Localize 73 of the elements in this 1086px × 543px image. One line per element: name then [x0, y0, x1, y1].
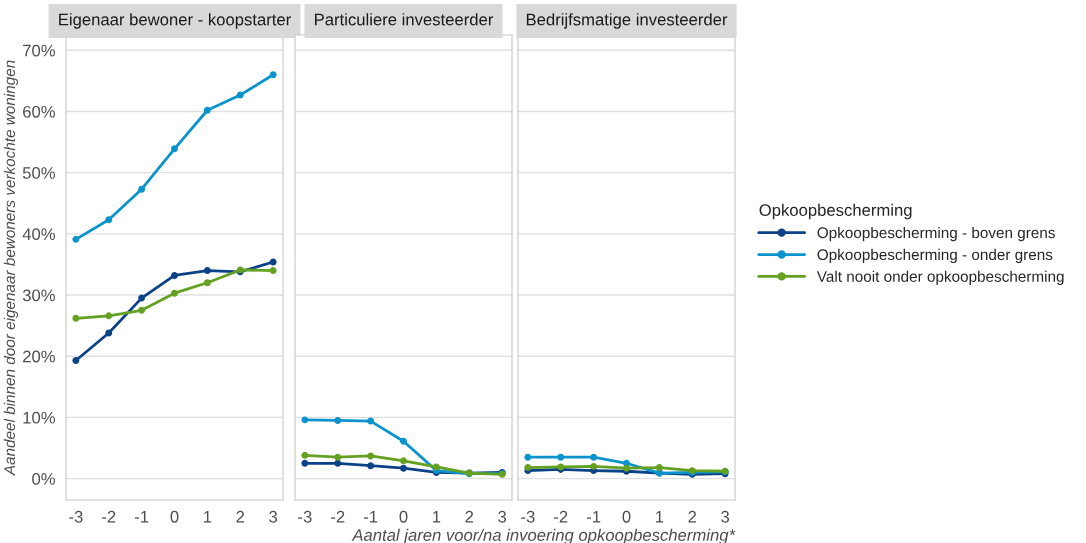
point: [236, 91, 244, 99]
point: [432, 463, 440, 471]
x-tick-label: -1: [586, 511, 601, 523]
chart-title: Bedrijfsmatige investeerder: [526, 13, 728, 29]
point: [203, 267, 211, 275]
point: [203, 106, 211, 114]
point: [400, 464, 407, 472]
point: [334, 453, 342, 461]
x-tick-label: -1: [134, 511, 149, 523]
point: [269, 267, 277, 275]
point: [367, 417, 375, 425]
point: [524, 453, 532, 461]
point: [203, 279, 211, 287]
point: [590, 462, 598, 470]
point: [171, 271, 178, 279]
legend-title: Opkoopbescherming: [759, 203, 912, 220]
point: [334, 459, 342, 467]
x-tick-label: 0: [399, 510, 408, 523]
x-tick-label: -3: [521, 510, 535, 523]
point: [367, 452, 375, 460]
point: [269, 71, 277, 79]
x-tick-label: -1: [363, 511, 378, 523]
point: [171, 289, 178, 297]
point: [72, 235, 80, 243]
y-tick-label: 60%: [23, 105, 55, 118]
x-tick-label: -2: [554, 510, 568, 523]
point: [171, 145, 178, 153]
point: [72, 314, 80, 322]
x-tick-label: -3: [298, 510, 312, 523]
x-tick-label: 1: [204, 511, 212, 523]
point: [105, 312, 113, 320]
point: [138, 306, 146, 314]
point: [105, 216, 113, 224]
point: [301, 416, 309, 424]
x-tick-label: 2: [236, 510, 245, 523]
point: [590, 453, 598, 461]
point: [301, 451, 309, 459]
point: [367, 462, 375, 470]
y-tick-label: 0%: [32, 472, 55, 485]
point: [400, 437, 407, 445]
y-axis-title: Aandeel binnen door eigenaar bewoners verkochte woningen: [3, 60, 19, 476]
point: [138, 185, 146, 193]
x-tick-label: 2: [688, 510, 697, 523]
point: [655, 464, 663, 472]
x-tick-label: 1: [433, 511, 441, 523]
y-tick-label: 40%: [22, 228, 55, 241]
legend-label: Valt nooit onder opkoopbescherming: [816, 270, 1064, 285]
x-tick-label: 0: [622, 510, 631, 523]
point: [105, 329, 113, 337]
x-tick-label: 1: [656, 511, 664, 523]
legend-label: Opkoopbescherming - boven grens: [817, 226, 1055, 242]
y-tick-label: 30%: [22, 289, 55, 302]
y-tick-label: 20%: [23, 350, 55, 363]
y-tick-label: 10%: [23, 411, 55, 424]
point: [334, 416, 342, 424]
x-tick-label: 0: [170, 510, 179, 523]
point: [557, 453, 565, 461]
chart-title: Eigenaar bewoner - koopstarter: [59, 13, 291, 29]
x-tick-label: 2: [465, 510, 474, 523]
legend-label: Opkoopbescherming - onder grens: [817, 248, 1053, 264]
point: [138, 294, 146, 302]
x-tick-label: 3: [498, 510, 507, 523]
y-tick-label: 70%: [23, 44, 55, 57]
x-tick-label: 3: [721, 510, 730, 523]
x-tick-label: -2: [102, 510, 116, 523]
x-tick-label: -2: [331, 510, 345, 523]
y-tick-label: 50%: [22, 167, 55, 179]
x-tick-label: -3: [69, 510, 83, 523]
point: [400, 457, 407, 465]
chart-title: Particuliere investeerder: [315, 13, 494, 26]
point: [72, 357, 80, 364]
point: [301, 459, 309, 467]
x-tick-label: 3: [269, 510, 278, 523]
